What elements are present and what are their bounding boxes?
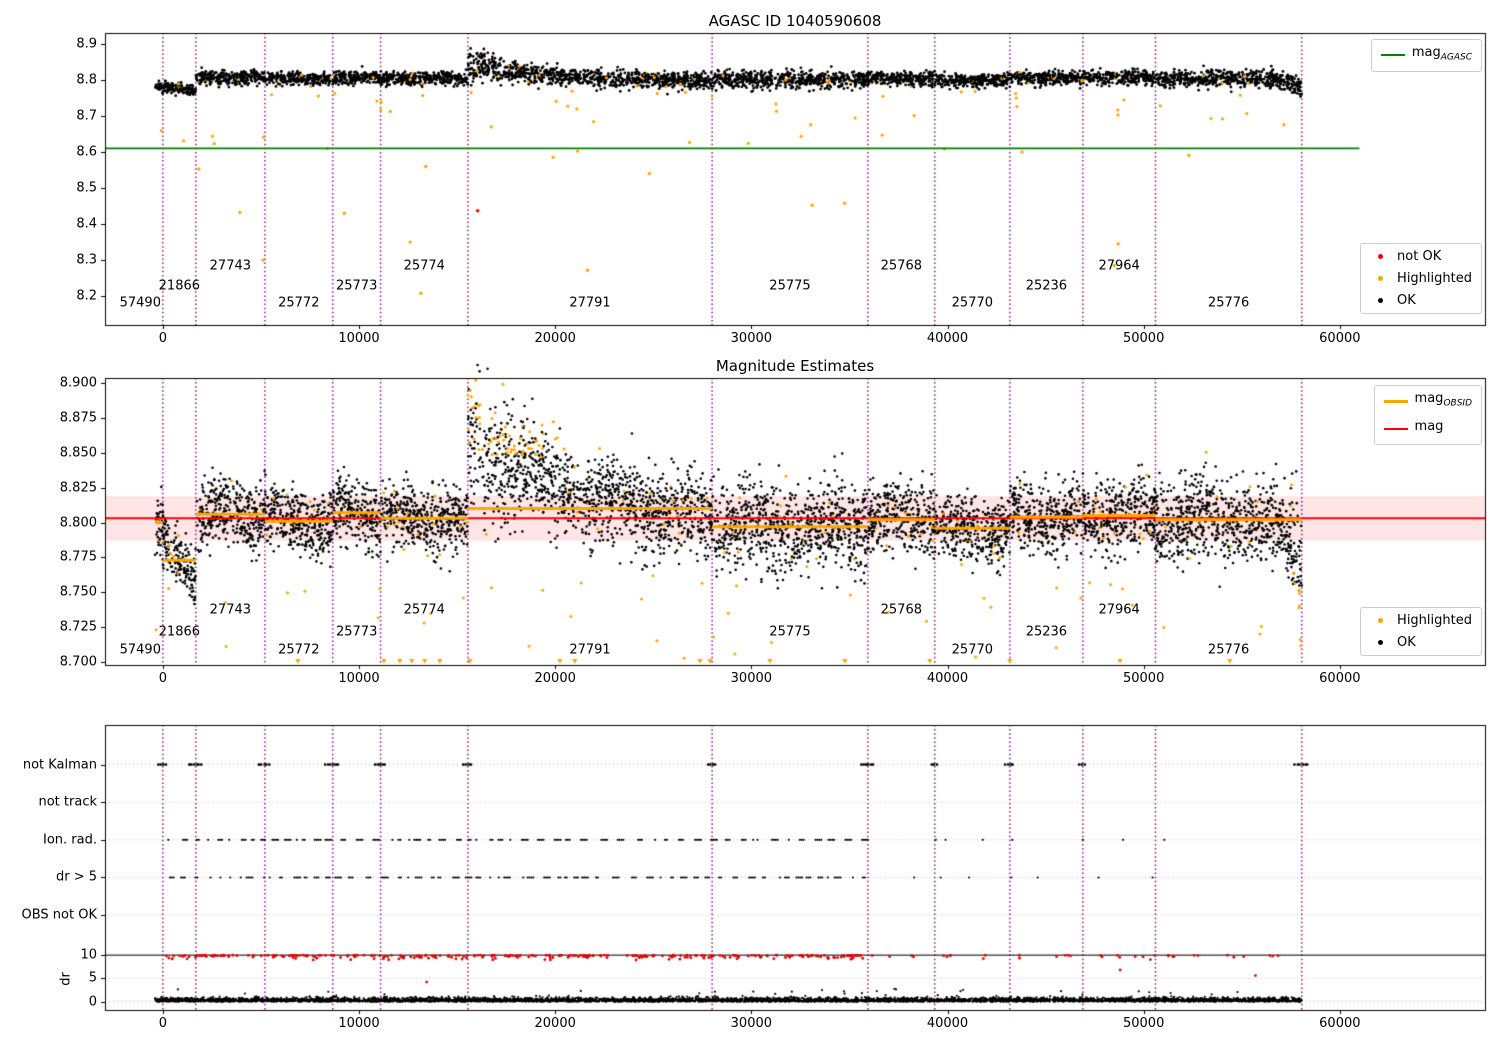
legend-item-ok: OK [1370,293,1472,308]
legend-item-ok: OK [1370,635,1472,650]
ok-label: OK [1397,293,1416,308]
plot2-title: Magnitude Estimates [715,357,875,375]
plot2-line-legend: magOBSID mag [1373,385,1482,446]
legend-swatch [1370,640,1390,645]
highlighted-marker-icon [1377,618,1383,623]
plot1-marker-legend: not OK Highlighted OK [1360,243,1482,314]
plot2-marker-legend: Highlighted OK [1360,607,1482,656]
legend-item-mag-obsid: magOBSID [1383,391,1472,412]
mag-label: mag [1414,418,1444,434]
highlighted-label: Highlighted [1397,271,1472,286]
legend-item-highlighted: Highlighted [1370,613,1472,628]
ok-marker-icon [1377,640,1383,645]
legend-item-highlighted: Highlighted [1370,271,1472,286]
ok-marker-icon [1377,298,1383,303]
legend-swatch [1370,618,1390,623]
plot1-line-legend: magAGASC [1370,39,1482,72]
ok-label: OK [1397,635,1416,650]
not-ok-marker-icon [1377,254,1383,259]
legend-swatch [1370,276,1390,281]
legend-swatch [1370,254,1390,259]
mag-line-swatch [1383,427,1408,430]
legend-item-not-ok: not OK [1370,249,1472,264]
not-ok-label: not OK [1397,249,1442,264]
mag-obsid-line-swatch [1383,399,1408,403]
highlighted-marker-icon [1377,276,1383,281]
mag-agasc-line-swatch [1380,54,1405,57]
plot3-ylabel-dr: dr [58,972,74,986]
highlighted-label: Highlighted [1397,613,1472,628]
mag-agasc-label: magAGASC [1411,45,1472,63]
legend-item-mag: mag [1383,418,1472,440]
legend-item-mag-agasc: magAGASC [1380,45,1472,66]
mag-obsid-label: magOBSID [1414,391,1472,409]
plot1-title: AGASC ID 1040590608 [708,12,882,30]
legend-swatch [1370,298,1390,303]
